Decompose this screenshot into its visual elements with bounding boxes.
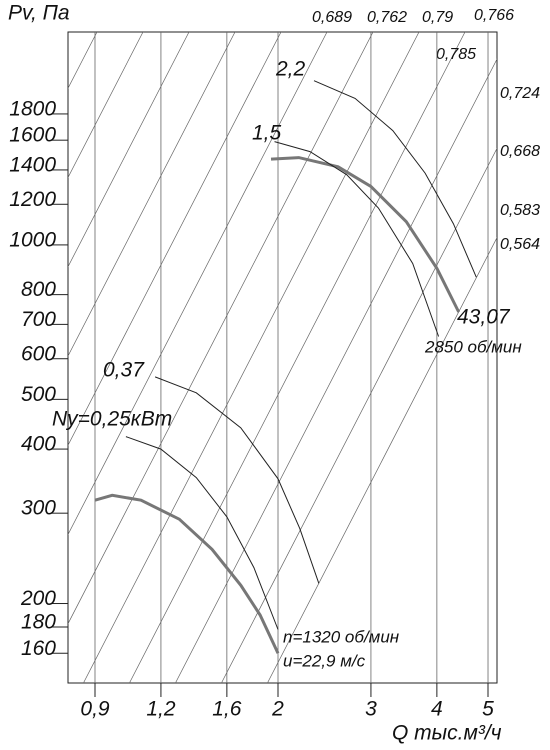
y-tick-label: 1800 [9, 97, 56, 120]
x-tick-label: 2 [271, 698, 284, 721]
series-line [94, 493, 280, 654]
x-tick-label: 1,6 [212, 698, 242, 721]
x-tick-label: 4 [431, 698, 443, 721]
y-tick-label: 600 [21, 342, 56, 365]
efficiency-line [267, 236, 497, 683]
y-tick-label: 800 [21, 278, 56, 301]
series-label: 2,2 [275, 58, 306, 81]
x-axis-label: Q тыс.м³/ч [392, 722, 502, 745]
efficiency-label: 0,583 [500, 202, 540, 219]
y-tick-label: 700 [21, 308, 56, 331]
efficiency-line [221, 147, 497, 683]
series-label: 1,5 [252, 122, 282, 145]
plot-frame [67, 31, 498, 684]
y-tick-label: 1200 [9, 188, 56, 211]
y-tick-label: 180 [21, 611, 56, 634]
y-tick-label: 400 [21, 433, 56, 456]
efficiency-line [175, 58, 497, 683]
efficiency-line [68, 32, 328, 536]
efficiency-line [68, 32, 236, 357]
series-label: Ny=0,25кВт [52, 408, 172, 431]
series-line [274, 141, 440, 337]
y-tick-label: 1600 [9, 124, 56, 147]
efficiency-label: 0,564 [500, 236, 540, 253]
efficiency-label: 0,766 [474, 7, 514, 24]
efficiency-label: 0,79 [422, 9, 453, 26]
x-tick-label: 5 [482, 698, 494, 721]
annotation: u=22,9 м/с [283, 651, 366, 670]
efficiency-line [0, 32, 5, 683]
y-tick-label: 1400 [9, 153, 56, 176]
efficiency-line [68, 32, 282, 446]
efficiency-line [68, 32, 190, 268]
series-line [270, 156, 461, 313]
series-line [125, 436, 279, 630]
x-tick-label: 1,2 [146, 698, 176, 721]
y-tick-label: 300 [21, 497, 56, 520]
series-label: n=1320 об/мин [283, 627, 400, 646]
y-tick-label: 1000 [9, 228, 56, 251]
efficiency-line [68, 32, 144, 179]
annotation: 43,07 [457, 306, 511, 329]
efficiency-label: 0,762 [367, 9, 407, 26]
efficiency-line [68, 32, 374, 625]
series-label: 2850 об/мин [424, 337, 522, 356]
series-label: 0,37 [103, 359, 145, 382]
y-tick-label: 160 [21, 637, 56, 660]
efficiency-label: 0,785 [436, 46, 476, 63]
series-line [154, 376, 320, 584]
efficiency-label: 0,689 [312, 9, 352, 26]
series-line [313, 80, 477, 278]
efficiency-label: 0,724 [500, 85, 540, 102]
y-tick-label: 500 [21, 383, 56, 406]
efficiency-label: 0,668 [500, 143, 540, 160]
y-tick-label: 200 [20, 587, 56, 610]
efficiency-line [83, 32, 420, 683]
efficiency-line [129, 32, 466, 683]
y-axis-label: Pv, Па [8, 2, 70, 25]
x-tick-label: 3 [365, 698, 377, 721]
x-tick-label: 0,9 [80, 698, 110, 721]
